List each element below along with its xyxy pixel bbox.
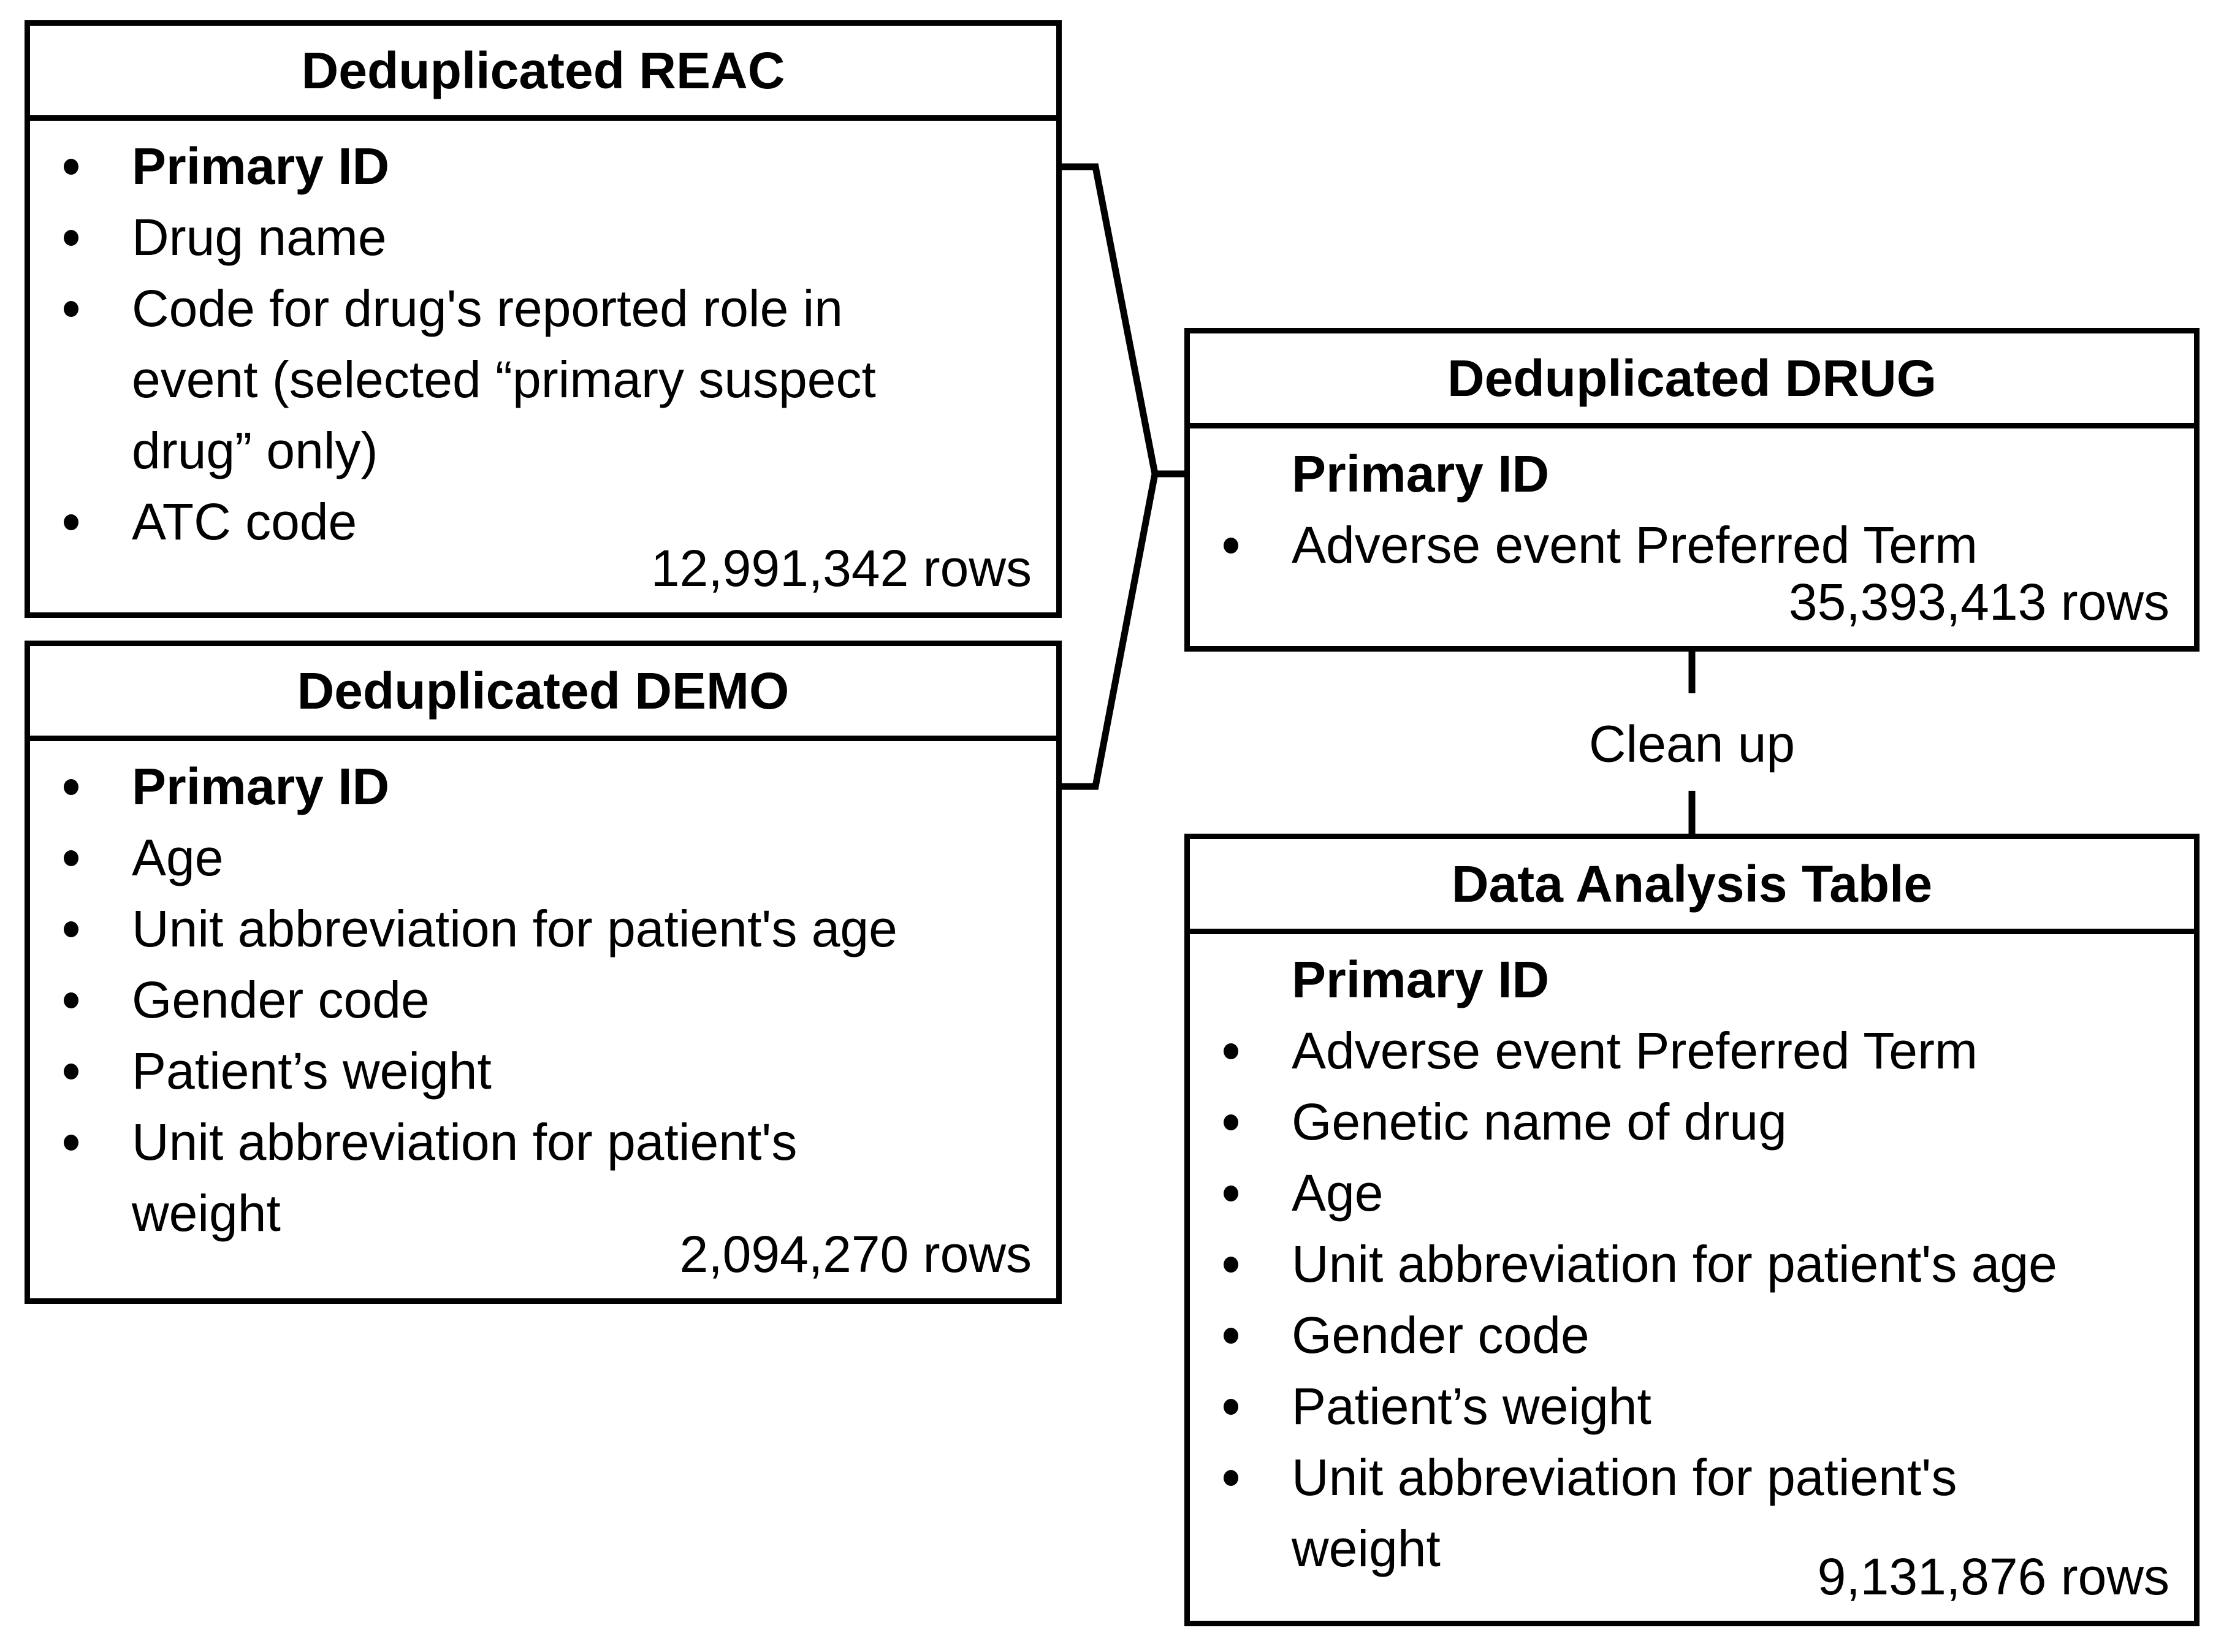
field-item: Unit abbreviation for patient's weight xyxy=(1224,1442,2071,1584)
field-item: Age xyxy=(1224,1157,2071,1228)
field-item: Drug name xyxy=(64,202,934,273)
field-item: Unit abbreviation for patient's age xyxy=(1224,1228,2071,1300)
row-count-label: 35,393,413 rows xyxy=(1788,573,2169,631)
field-item: Code for drug's reported role in event (… xyxy=(64,273,934,486)
row-count-label: 9,131,876 rows xyxy=(1817,1548,2169,1605)
field-item: Gender code xyxy=(64,964,934,1035)
field-item: Adverse event Preferred Term xyxy=(1224,1015,2071,1086)
entity-body: Primary ID Drug name Code for drug's rep… xyxy=(30,121,1056,557)
field-item: Adverse event Preferred Term xyxy=(1224,509,2071,580)
entity-body: Primary ID Adverse event Preferred Term … xyxy=(1190,934,2194,1584)
cleanup-label: Clean up xyxy=(1588,715,1796,773)
field-list: Primary ID Age Unit abbreviation for pat… xyxy=(30,741,1056,1249)
entity-box-data-analysis-table: Data Analysis Table Primary ID Adverse e… xyxy=(1184,834,2200,1626)
row-count-label: 2,094,270 rows xyxy=(679,1225,1032,1283)
entity-title: Deduplicated REAC xyxy=(30,26,1056,121)
entity-box-deduplicated-reac: Deduplicated REAC Primary ID Drug name C… xyxy=(25,20,1062,618)
field-list: Primary ID Adverse event Preferred Term … xyxy=(1190,934,2194,1584)
field-item: Unit abbreviation for patient's age xyxy=(64,893,934,964)
field-item-primary-id: Primary ID xyxy=(64,131,934,202)
entity-body: Primary ID Age Unit abbreviation for pat… xyxy=(30,741,1056,1249)
entity-body: Primary ID Adverse event Preferred Term xyxy=(1190,428,2194,580)
field-item-primary-id: Primary ID xyxy=(1292,445,1550,503)
entity-title: Deduplicated DEMO xyxy=(30,646,1056,741)
field-item: Genetic name of drug xyxy=(1224,1086,2071,1157)
field-item: Patient’s weight xyxy=(64,1035,934,1106)
field-item: ATC code xyxy=(64,486,934,557)
field-list: Primary ID Drug name Code for drug's rep… xyxy=(30,121,1056,557)
row-count-label: 12,991,342 rows xyxy=(650,539,1032,597)
entity-title: Deduplicated DRUG xyxy=(1190,333,2194,428)
field-list: Primary ID Adverse event Preferred Term xyxy=(1190,428,2194,580)
field-item-primary-id: Primary ID xyxy=(64,751,934,822)
entity-box-deduplicated-drug: Deduplicated DRUG Primary ID Adverse eve… xyxy=(1184,328,2200,652)
field-item: Patient’s weight xyxy=(1224,1371,2071,1442)
entity-title: Data Analysis Table xyxy=(1190,839,2194,934)
field-item: Gender code xyxy=(1224,1300,2071,1371)
entity-box-deduplicated-demo: Deduplicated DEMO Primary ID Age Unit ab… xyxy=(25,641,1062,1304)
field-item-primary-id: Primary ID xyxy=(1292,951,1550,1008)
field-item: Age xyxy=(64,822,934,893)
field-item: Unit abbreviation for patient's weight xyxy=(64,1106,934,1249)
